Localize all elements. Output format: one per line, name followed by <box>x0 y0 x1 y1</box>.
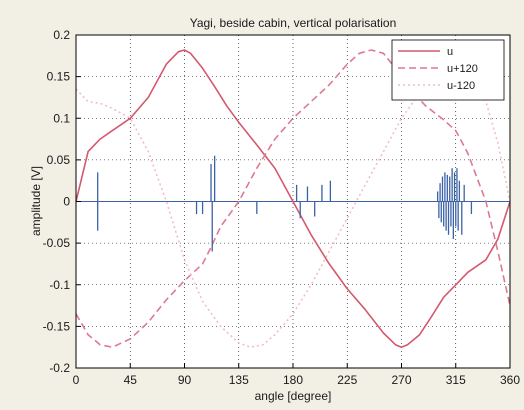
x-tick-label: 45 <box>124 373 138 387</box>
tick-layer: 0 45 90 135 180 225 270 315 3600.20.150.10.050-0… <box>43 28 521 387</box>
y-tick-label: -0.1 <box>49 278 70 292</box>
y-tick-label: -0.2 <box>49 361 70 375</box>
x-tick-label: 360 <box>500 373 520 387</box>
y-tick-label: -0.15 <box>43 319 71 333</box>
y-tick-label: 0.2 <box>53 28 70 42</box>
x-tick-label: 270 <box>391 373 411 387</box>
chart-title: Yagi, beside cabin, vertical polarisatio… <box>190 16 397 30</box>
y-tick-label: 0.1 <box>53 111 70 125</box>
series-line-1 <box>75 49 511 349</box>
y-tick-label: -0.05 <box>43 236 71 250</box>
legend: u u+120 u-120 <box>391 39 505 101</box>
legend-label-2: u+120 <box>447 63 478 75</box>
x-tick-label: 315 <box>446 373 466 387</box>
series-line-2 <box>75 49 511 349</box>
x-tick-label: 135 <box>229 373 249 387</box>
x-tick-label: 180 <box>283 373 303 387</box>
legend-label-1: u <box>447 46 453 58</box>
x-tick-label: 90 <box>178 373 192 387</box>
series-layer <box>75 49 511 349</box>
y-tick-label: 0 <box>63 195 70 209</box>
x-tick-label: 225 <box>337 373 357 387</box>
x-tick-label: 0 <box>73 373 80 387</box>
legend-label-3: u-120 <box>447 80 475 92</box>
y-tick-label: 0.05 <box>47 153 71 167</box>
y-tick-label: 0.15 <box>47 70 71 84</box>
y-axis-label: amplitude [V] <box>29 166 43 236</box>
legend-items: u u+120 u-120 <box>398 46 478 92</box>
legend-box <box>391 39 505 101</box>
stem-layer <box>97 155 473 252</box>
x-axis-label: angle [degree] <box>255 389 332 403</box>
